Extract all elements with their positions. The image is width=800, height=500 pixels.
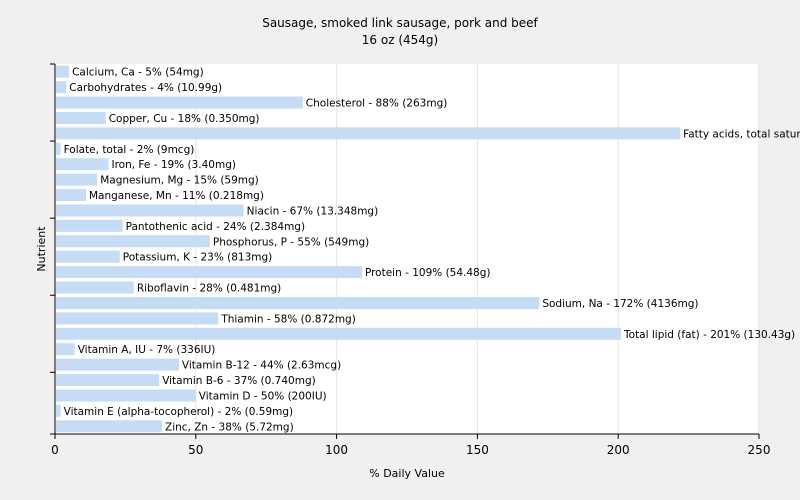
bar-label: Sodium, Na - 172% (4136mg) [542,298,698,310]
bar-label: Thiamin - 58% (0.872mg) [220,313,356,325]
chart-subtitle: 16 oz (454g) [362,33,438,47]
bar [56,420,163,433]
bar [56,281,134,294]
grid-lines [195,64,760,434]
bar-label: Calcium, Ca - 5% (54mg) [72,67,204,79]
bar [56,374,160,387]
x-tick-label: 150 [466,443,489,457]
bar-label: Cholesterol - 88% (263mg) [306,98,448,110]
bar-label: Riboflavin - 28% (0.481mg) [137,283,281,295]
bar-label: Iron, Fe - 19% (3.40mg) [112,159,236,171]
bar-label: Vitamin E (alpha-tocopherol) - 2% (0.59m… [64,406,293,418]
bar [56,96,303,109]
bar-label: Pantothenic acid - 24% (2.384mg) [126,221,305,233]
bar [56,173,98,186]
x-tick-label: 200 [607,443,630,457]
bar [56,158,109,171]
plot-area [55,64,759,434]
bar-label: Manganese, Mn - 11% (0.218mg) [89,190,264,202]
bar-label: Total lipid (fat) - 201% (130.43g) [623,329,795,341]
bar [56,312,219,325]
bar-labels: Calcium, Ca - 5% (54mg) Carbohydrates - 4… [64,67,800,434]
bar-label: Vitamin D - 50% (200IU) [199,390,327,402]
bar [56,389,196,402]
bar-label: Protein - 109% (54.48g) [365,267,491,279]
bar [56,404,61,417]
x-tick-label: 50 [188,443,203,457]
bar-label: Vitamin A, IU - 7% (336IU) [78,344,216,356]
chart-title: Sausage, smoked link sausage, pork and b… [262,16,538,30]
bar [56,65,70,78]
x-tick-label: 0 [51,443,59,457]
bar-label: Potassium, K - 23% (813mg) [123,252,273,264]
bar [56,127,681,140]
bar-label: Niacin - 67% (13.348mg) [247,205,379,217]
bar-label: Vitamin B-6 - 37% (0.740mg) [162,375,316,387]
bar [56,358,179,371]
bar [56,235,210,248]
bar [56,343,75,356]
bar [56,219,123,232]
x-tick-label: 100 [325,443,348,457]
bar-label: Magnesium, Mg - 15% (59mg) [100,175,259,187]
bar [56,111,106,124]
bar-label: Carbohydrates - 4% (10.99g) [69,82,222,94]
x-axis-label: % Daily Value [369,467,445,480]
bar-label: Fatty acids, total saturated - 222% (44.… [683,128,800,140]
y-axis-label: Nutrient [35,226,48,272]
bar [56,296,540,309]
bar-label: Vitamin B-12 - 44% (2.63mcg) [182,360,341,372]
x-tick-label: 250 [748,443,771,457]
bar-label: Phosphorus, P - 55% (549mg) [213,236,369,248]
bar [56,189,86,202]
bar [56,142,61,155]
bar [56,204,244,217]
bar-label: Copper, Cu - 18% (0.350mg) [109,113,260,125]
bars [56,65,681,433]
axes: 0 50 100 150 200 250 [50,63,771,457]
bar [56,327,622,340]
bar-label: Zinc, Zn - 38% (5.72mg) [165,421,294,433]
bar [56,250,120,263]
bar [56,266,362,279]
bar [56,81,67,94]
bar-label: Folate, total - 2% (9mcg) [64,144,195,156]
